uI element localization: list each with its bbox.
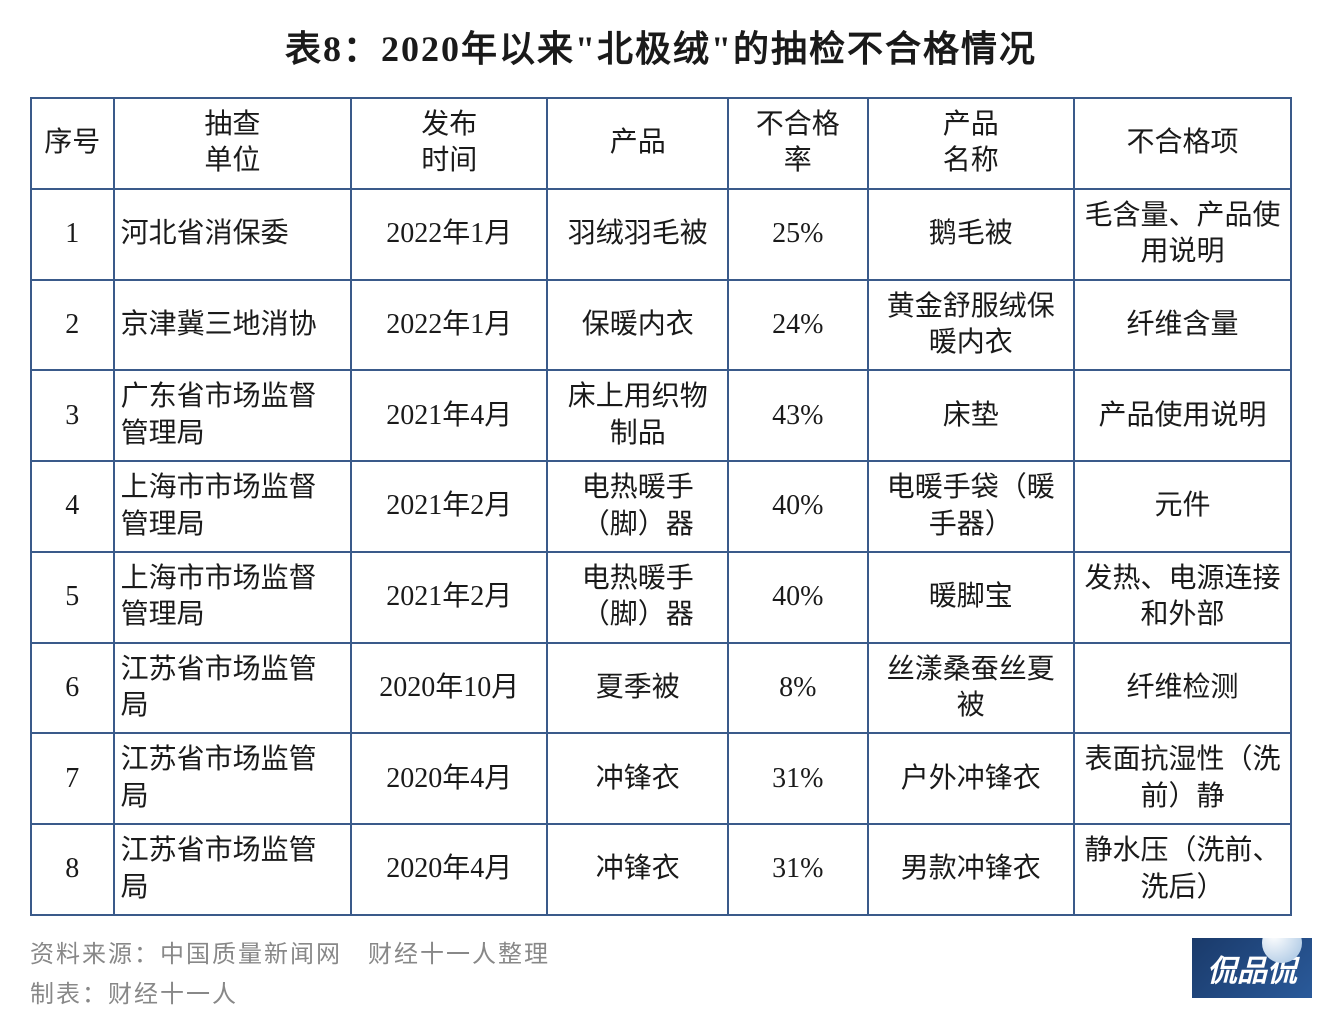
- table-row: 2京津冀三地消协2022年1月保暖内衣24%黄金舒服绒保暖内衣纤维含量: [31, 280, 1291, 371]
- cell-product: 羽绒羽毛被: [547, 189, 728, 280]
- table-title: 表8：2020年以来"北极绒"的抽检不合格情况: [30, 20, 1292, 72]
- cell-date: 2020年4月: [351, 824, 547, 915]
- cell-product: 冲锋衣: [547, 824, 728, 915]
- cell-rate: 43%: [728, 370, 867, 461]
- cell-issue: 表面抗湿性（洗前）静: [1074, 733, 1291, 824]
- cell-name: 暖脚宝: [868, 552, 1075, 643]
- cell-seq: 6: [31, 643, 114, 734]
- header-date: 发布时间: [351, 98, 547, 189]
- cell-rate: 40%: [728, 461, 867, 552]
- cell-name: 鹅毛被: [868, 189, 1075, 280]
- cell-product: 电热暖手（脚）器: [547, 552, 728, 643]
- cell-issue: 元件: [1074, 461, 1291, 552]
- cell-seq: 3: [31, 370, 114, 461]
- table-row: 4上海市市场监督管理局2021年2月电热暖手（脚）器40%电暖手袋（暖手器）元件: [31, 461, 1291, 552]
- cell-product: 冲锋衣: [547, 733, 728, 824]
- cell-name: 男款冲锋衣: [868, 824, 1075, 915]
- cell-rate: 25%: [728, 189, 867, 280]
- cell-issue: 毛含量、产品使用说明: [1074, 189, 1291, 280]
- cell-seq: 2: [31, 280, 114, 371]
- cell-issue: 发热、电源连接和外部: [1074, 552, 1291, 643]
- source-line1: 资料来源：中国质量新闻网 财经十一人整理: [30, 934, 1292, 969]
- cell-date: 2021年2月: [351, 461, 547, 552]
- cell-unit: 广东省市场监督管理局: [114, 370, 352, 461]
- cell-unit: 上海市市场监督管理局: [114, 552, 352, 643]
- cell-issue: 静水压（洗前、洗后）: [1074, 824, 1291, 915]
- cell-name: 床垫: [868, 370, 1075, 461]
- header-rate: 不合格率: [728, 98, 867, 189]
- cell-issue: 产品使用说明: [1074, 370, 1291, 461]
- table-row: 3广东省市场监督管理局2021年4月床上用织物制品43%床垫产品使用说明: [31, 370, 1291, 461]
- table-row: 5上海市市场监督管理局2021年2月电热暖手（脚）器40%暖脚宝发热、电源连接和…: [31, 552, 1291, 643]
- cell-name: 黄金舒服绒保暖内衣: [868, 280, 1075, 371]
- table-header-row: 序号 抽查单位 发布时间 产品 不合格率 产品名称 不合格项: [31, 98, 1291, 189]
- cell-product: 床上用织物制品: [547, 370, 728, 461]
- cell-rate: 24%: [728, 280, 867, 371]
- header-product: 产品: [547, 98, 728, 189]
- cell-rate: 31%: [728, 824, 867, 915]
- cell-name: 电暖手袋（暖手器）: [868, 461, 1075, 552]
- cell-unit: 河北省消保委: [114, 189, 352, 280]
- cell-name: 丝漾桑蚕丝夏被: [868, 643, 1075, 734]
- cell-product: 电热暖手（脚）器: [547, 461, 728, 552]
- table-row: 8江苏省市场监管局2020年4月冲锋衣31%男款冲锋衣静水压（洗前、洗后）: [31, 824, 1291, 915]
- cell-date: 2021年4月: [351, 370, 547, 461]
- cell-issue: 纤维含量: [1074, 280, 1291, 371]
- cell-issue: 纤维检测: [1074, 643, 1291, 734]
- cell-product: 保暖内衣: [547, 280, 728, 371]
- cell-seq: 5: [31, 552, 114, 643]
- header-seq: 序号: [31, 98, 114, 189]
- cell-unit: 江苏省市场监管局: [114, 824, 352, 915]
- header-issue: 不合格项: [1074, 98, 1291, 189]
- cell-seq: 8: [31, 824, 114, 915]
- cell-date: 2021年2月: [351, 552, 547, 643]
- cell-seq: 1: [31, 189, 114, 280]
- cell-product: 夏季被: [547, 643, 728, 734]
- inspection-table: 序号 抽查单位 发布时间 产品 不合格率 产品名称 不合格项 1河北省消保委20…: [30, 97, 1292, 916]
- cell-date: 2020年4月: [351, 733, 547, 824]
- cell-unit: 京津冀三地消协: [114, 280, 352, 371]
- cell-unit: 上海市市场监督管理局: [114, 461, 352, 552]
- table-row: 6江苏省市场监管局2020年10月夏季被8%丝漾桑蚕丝夏被纤维检测: [31, 643, 1291, 734]
- table-row: 7江苏省市场监管局2020年4月冲锋衣31%户外冲锋衣表面抗湿性（洗前）静: [31, 733, 1291, 824]
- cell-rate: 40%: [728, 552, 867, 643]
- cell-rate: 8%: [728, 643, 867, 734]
- cell-unit: 江苏省市场监管局: [114, 733, 352, 824]
- watermark-badge: 侃品侃: [1192, 938, 1312, 998]
- header-unit: 抽查单位: [114, 98, 352, 189]
- cell-name: 户外冲锋衣: [868, 733, 1075, 824]
- cell-seq: 4: [31, 461, 114, 552]
- cell-seq: 7: [31, 733, 114, 824]
- table-row: 1河北省消保委2022年1月羽绒羽毛被25%鹅毛被毛含量、产品使用说明: [31, 189, 1291, 280]
- cell-date: 2022年1月: [351, 189, 547, 280]
- cell-unit: 江苏省市场监管局: [114, 643, 352, 734]
- source-line2: 制表：财经十一人: [30, 974, 1292, 1009]
- cell-date: 2022年1月: [351, 280, 547, 371]
- header-name: 产品名称: [868, 98, 1075, 189]
- cell-rate: 31%: [728, 733, 867, 824]
- cell-date: 2020年10月: [351, 643, 547, 734]
